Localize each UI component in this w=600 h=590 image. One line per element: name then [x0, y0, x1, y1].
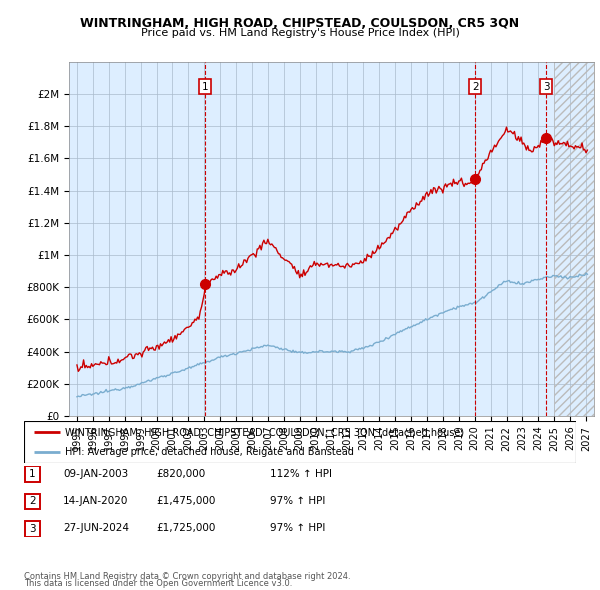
Text: £1,475,000: £1,475,000 — [156, 496, 215, 506]
Text: 3: 3 — [29, 524, 36, 533]
Text: 97% ↑ HPI: 97% ↑ HPI — [270, 496, 325, 506]
Bar — [554, 62, 594, 416]
Text: 1: 1 — [29, 470, 36, 479]
Text: £1,725,000: £1,725,000 — [156, 523, 215, 533]
Bar — [554, 62, 594, 416]
Text: This data is licensed under the Open Government Licence v3.0.: This data is licensed under the Open Gov… — [24, 579, 292, 588]
Text: 09-JAN-2003: 09-JAN-2003 — [63, 469, 128, 478]
Text: 2: 2 — [472, 82, 479, 91]
Text: Price paid vs. HM Land Registry's House Price Index (HPI): Price paid vs. HM Land Registry's House … — [140, 28, 460, 38]
Text: 2: 2 — [29, 497, 36, 506]
Text: £820,000: £820,000 — [156, 469, 205, 478]
Text: 112% ↑ HPI: 112% ↑ HPI — [270, 469, 332, 478]
Text: HPI: Average price, detached house, Reigate and Banstead: HPI: Average price, detached house, Reig… — [65, 447, 354, 457]
Text: 1: 1 — [202, 82, 208, 91]
Text: 97% ↑ HPI: 97% ↑ HPI — [270, 523, 325, 533]
Text: 3: 3 — [543, 82, 550, 91]
Text: WINTRINGHAM, HIGH ROAD, CHIPSTEAD, COULSDON, CR5 3QN: WINTRINGHAM, HIGH ROAD, CHIPSTEAD, COULS… — [80, 17, 520, 30]
Text: Contains HM Land Registry data © Crown copyright and database right 2024.: Contains HM Land Registry data © Crown c… — [24, 572, 350, 581]
Text: 27-JUN-2024: 27-JUN-2024 — [63, 523, 129, 533]
Text: 14-JAN-2020: 14-JAN-2020 — [63, 496, 128, 506]
Text: WINTRINGHAM, HIGH ROAD, CHIPSTEAD, COULSDON, CR5 3QN (detached house): WINTRINGHAM, HIGH ROAD, CHIPSTEAD, COULS… — [65, 427, 464, 437]
